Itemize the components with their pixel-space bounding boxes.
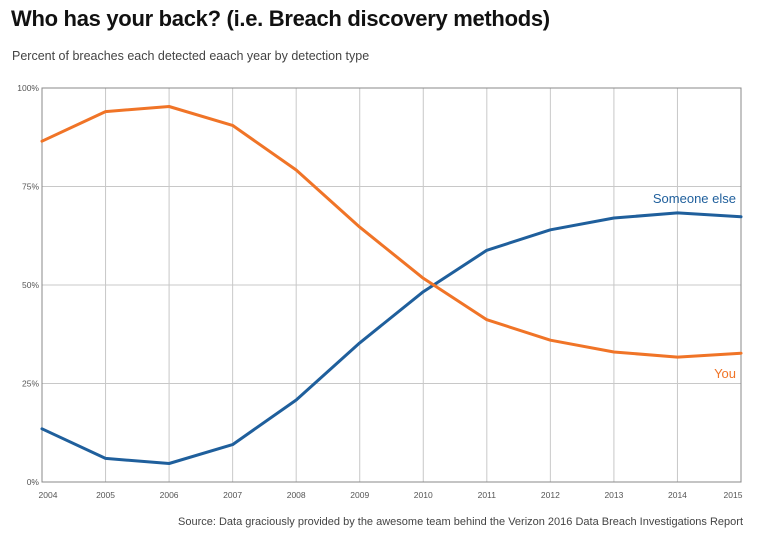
x-tick-label: 2014 xyxy=(668,490,687,500)
x-tick-label: 2007 xyxy=(223,490,242,500)
x-tick-label: 2006 xyxy=(160,490,179,500)
x-tick-label: 2004 xyxy=(39,490,58,500)
y-tick-label: 25% xyxy=(22,379,39,389)
x-tick-label: 2010 xyxy=(414,490,433,500)
y-tick-label: 0% xyxy=(27,477,40,487)
y-tick-label: 100% xyxy=(17,83,39,93)
x-tick-label: 2005 xyxy=(96,490,115,500)
source-note: Source: Data graciously provided by the … xyxy=(178,516,743,528)
axis-labels: 2004 2005 2006 2007 2008 2009 2010 2011 2012 2013… xyxy=(17,83,742,500)
series-line-you xyxy=(40,105,743,359)
x-tick-label: 2012 xyxy=(541,490,560,500)
x-tick-label: 2013 xyxy=(604,490,623,500)
x-tick-label: 2009 xyxy=(350,490,369,500)
y-tick-label: 75% xyxy=(22,182,39,192)
series-label-you: You xyxy=(714,366,736,381)
grid xyxy=(41,87,742,483)
x-tick-label: 2008 xyxy=(287,490,306,500)
y-tick-label: 50% xyxy=(22,280,39,290)
plot-frame xyxy=(41,87,742,483)
series-labels: Someone else You xyxy=(653,191,736,381)
chart-subtitle: Percent of breaches each detected eaach … xyxy=(12,49,370,63)
series-label-someone-else: Someone else xyxy=(653,191,736,206)
x-tick-label: 2015 xyxy=(724,490,743,500)
x-tick-label: 2011 xyxy=(478,490,497,500)
series-line-someone-else xyxy=(40,211,743,465)
chart-title: Who has your back? (i.e. Breach discover… xyxy=(11,6,550,31)
series xyxy=(40,105,743,465)
